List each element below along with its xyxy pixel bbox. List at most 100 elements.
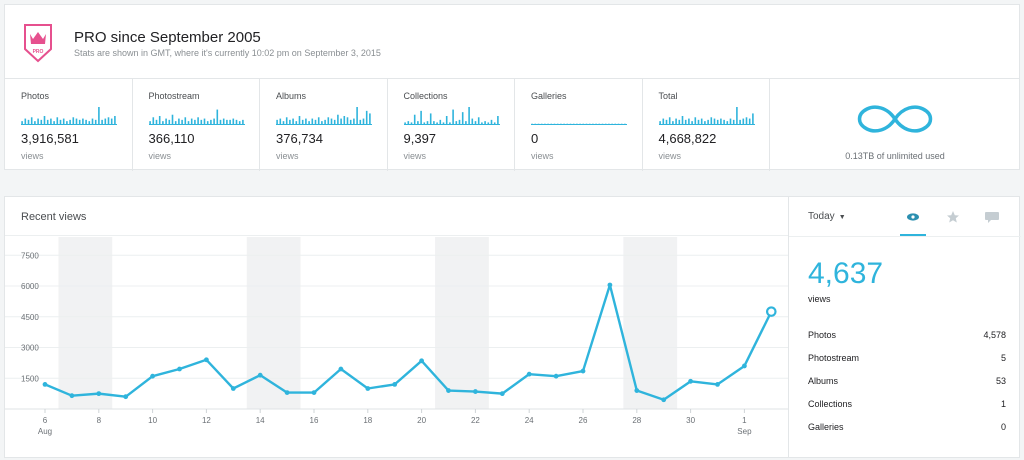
sparkline-bar: [321, 121, 323, 125]
data-point: [257, 372, 263, 378]
sparkline-bar: [317, 117, 320, 125]
sparkline-bar: [592, 123, 594, 125]
sparkline-bar: [114, 116, 116, 125]
sparkline-bar: [410, 122, 412, 125]
pro-badge-icon: PRO: [24, 24, 52, 63]
weekend-band: [58, 237, 113, 409]
stat-unit: views: [276, 151, 299, 161]
sparkline-bar: [477, 117, 479, 125]
sparkline-bar: [566, 123, 569, 125]
infinity-icon: [857, 105, 933, 133]
data-point: [365, 386, 371, 391]
stats-summary: Photos 3,916,581 views Photostream 366,110 vi…: [4, 78, 1021, 171]
sparkline-bar: [576, 123, 578, 125]
stat-unit: views: [658, 151, 682, 161]
stat-unit: views: [403, 151, 427, 161]
sparkline-bar: [190, 118, 192, 125]
x-month-label: Aug: [38, 427, 52, 436]
comment-icon: [985, 212, 999, 223]
x-tick-label: 26: [579, 416, 588, 425]
x-tick-label: 28: [632, 416, 641, 425]
faves-tab[interactable]: [940, 207, 966, 235]
sparkline-bar: [241, 119, 244, 125]
breakdown-row: Albums 53: [808, 376, 1006, 386]
sparkline-bar: [279, 118, 282, 125]
sparkline-bar: [110, 118, 113, 125]
stat-label: Galleries: [531, 91, 567, 101]
data-point: [123, 394, 129, 400]
sparkline-bar: [426, 121, 428, 125]
sparkline-bar: [461, 112, 463, 125]
sparkline-bar: [228, 119, 231, 125]
stat-albums[interactable]: Albums 376,734 views: [260, 79, 388, 171]
sparkline-bar: [285, 117, 288, 125]
breakdown-label: Galleries: [808, 422, 844, 432]
x-tick-label: 10: [148, 416, 157, 425]
breakdown-value: 53: [995, 376, 1006, 386]
sparkline-bar: [193, 119, 196, 125]
stat-value: 3,916,581: [21, 131, 79, 146]
stat-galleries[interactable]: Galleries 0 views: [515, 79, 643, 171]
sparkline-bar: [480, 122, 483, 125]
sparkline-bar: [365, 110, 368, 125]
sparkline-bar: [196, 117, 199, 125]
sparkline-bar: [423, 122, 425, 125]
stat-value: 0: [531, 131, 539, 146]
data-point: [553, 373, 559, 379]
stat-total[interactable]: Total 4,668,822 views: [643, 79, 770, 171]
sparkline-bar: [722, 119, 725, 125]
sparkline-bar: [353, 118, 355, 125]
range-dropdown[interactable]: Today ▼: [808, 211, 846, 222]
sparkline-bar: [340, 118, 342, 125]
sparkline-bar: [177, 118, 180, 125]
sparkline-bar: [729, 118, 731, 125]
stat-collections[interactable]: Collections 9,397 views: [388, 79, 515, 171]
sparkline-bar: [46, 119, 49, 125]
stat-photos[interactable]: Photos 3,916,581 views: [5, 79, 133, 171]
sparkline-bar: [107, 117, 110, 125]
sparkline-bar: [534, 123, 537, 125]
sparkline-bar: [601, 123, 604, 125]
sparkline-bar: [563, 123, 565, 125]
sparkline-bar: [225, 119, 228, 125]
sparkline-bar: [171, 114, 173, 125]
sparkline-bar: [706, 119, 709, 125]
y-tick-label: 7500: [21, 251, 39, 260]
comments-tab[interactable]: [979, 207, 1005, 235]
views-tab[interactable]: [900, 207, 926, 235]
sparkline-bar: [547, 123, 549, 125]
sparkline-bar: [595, 123, 597, 125]
data-point: [634, 388, 640, 393]
sparkline-bar: [569, 123, 572, 125]
sparkline-bar: [104, 118, 107, 125]
sparkline-bar: [665, 119, 667, 125]
sparkline-bar: [620, 123, 623, 125]
sparkline-bar: [579, 123, 581, 125]
sparkline-bar: [238, 121, 240, 125]
sparkline-bar: [560, 123, 562, 125]
data-point: [526, 371, 532, 377]
sparkline-bar: [27, 119, 30, 125]
breakdown-row: Collections 1: [808, 399, 1006, 409]
x-tick-label: 20: [417, 416, 426, 425]
sparkline-bar: [164, 118, 167, 125]
stat-photostream[interactable]: Photostream 366,110 views: [133, 79, 260, 171]
divider: [5, 235, 788, 236]
sparkline-bar: [174, 121, 176, 125]
x-tick-label: 8: [97, 416, 102, 425]
breakdown-value: 5: [1000, 353, 1006, 363]
sparkline-bar: [745, 117, 747, 125]
y-tick-label: 6000: [21, 282, 39, 291]
sparkline: [658, 107, 755, 125]
sparkline: [276, 107, 372, 125]
data-point: [580, 368, 586, 374]
data-point: [284, 390, 290, 395]
sparkline-bar: [24, 118, 27, 125]
storage-usage: 0.13TB of unlimited used: [769, 79, 1021, 171]
sparkline-bar: [200, 119, 202, 125]
sparkline-bar: [305, 118, 307, 125]
sparkline-bar: [432, 121, 435, 125]
sparkline-bar: [295, 121, 298, 125]
sparkline-bar: [333, 119, 336, 125]
sparkline-bar: [726, 121, 728, 125]
